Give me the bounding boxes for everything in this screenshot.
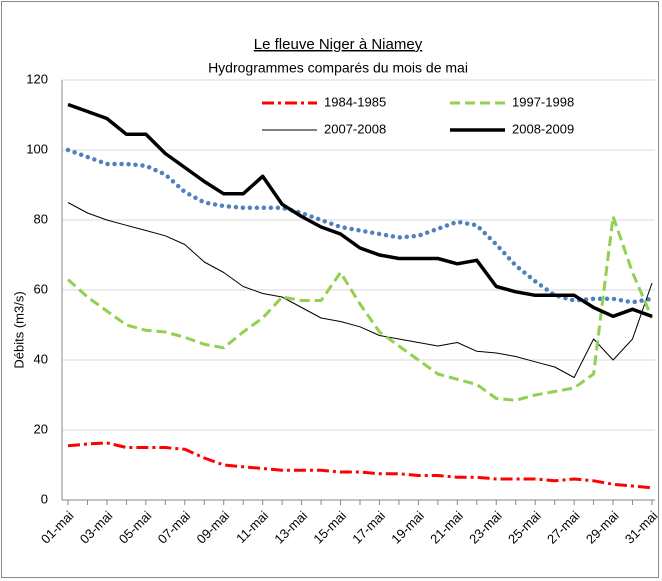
y-tick-label: 40 [34, 351, 48, 366]
y-tick-label: 100 [26, 141, 48, 156]
y-tick-label: 60 [34, 281, 48, 296]
series-line [67, 441, 653, 490]
y-tick-label: 20 [34, 421, 48, 436]
y-tick-label: 120 [26, 71, 48, 86]
series-line [67, 202, 653, 378]
chart-title: Le fleuve Niger à Niamey [254, 36, 423, 53]
y-axis-label: Débits (m3/s) [11, 291, 26, 368]
series-line [65, 147, 655, 305]
series-line [67, 102, 653, 319]
chart-subtitle: Hydrogrammes comparés du mois de mai [208, 60, 468, 76]
legend-label: 1997-1998 [512, 94, 574, 109]
y-tick-label: 80 [34, 211, 48, 226]
legend-label: 2008-2009 [512, 121, 574, 136]
legend-label: 2007-2008 [324, 121, 386, 136]
legend-label: 1984-1985 [324, 94, 386, 109]
series-line [66, 215, 654, 402]
y-tick-label: 0 [41, 491, 48, 506]
